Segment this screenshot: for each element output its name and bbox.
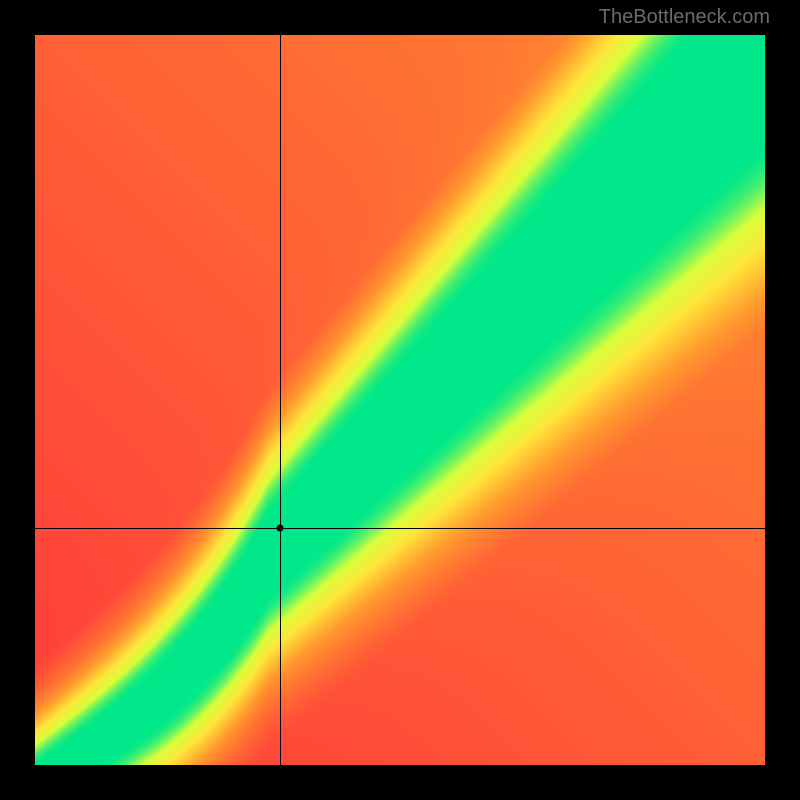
bottleneck-heatmap: [35, 35, 765, 765]
watermark-text: TheBottleneck.com: [599, 6, 770, 29]
heatmap-canvas: [35, 35, 765, 765]
